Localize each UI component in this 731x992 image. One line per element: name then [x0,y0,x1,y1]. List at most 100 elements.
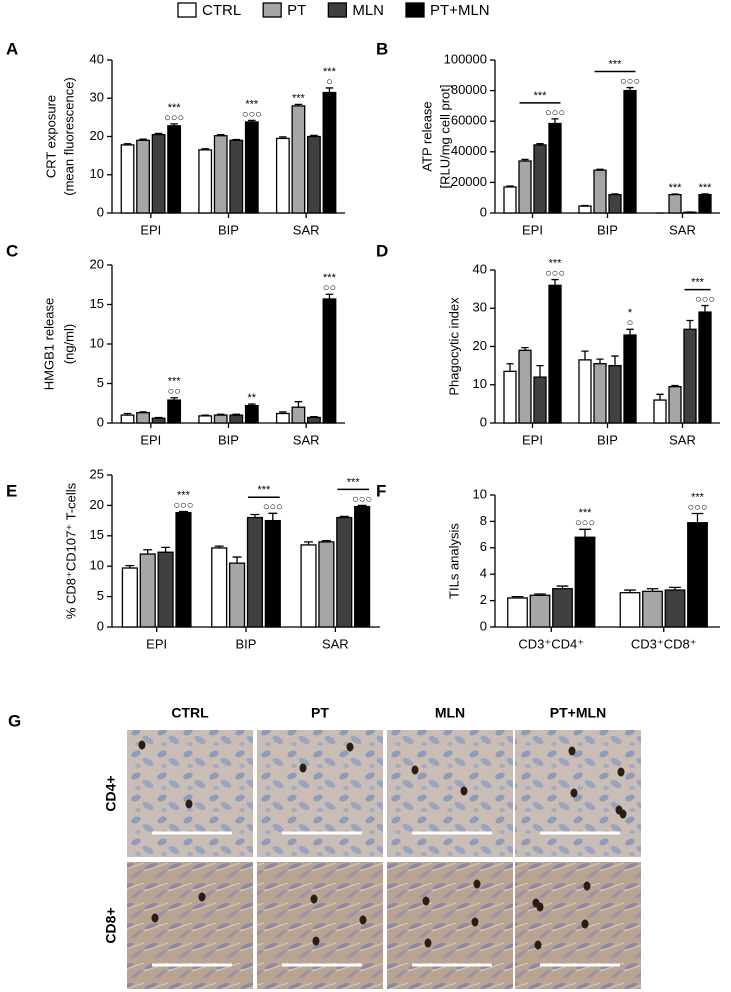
significance-label: ○○ [323,282,336,294]
stained-cell [422,896,430,906]
bar [548,122,562,214]
panel-letter: B [376,39,388,58]
stained-cell [473,879,481,889]
significance-label: *** [549,257,563,269]
significance-label: ○○○ [242,108,262,120]
micrograph [387,862,513,989]
bar [229,139,244,214]
stained-cell [310,894,318,904]
legend-swatch [327,2,347,18]
bar [228,562,246,628]
bar [211,547,228,628]
error-bar [581,350,589,360]
stained-cell [583,881,591,891]
significance-label: *** [323,66,337,78]
bar [683,328,697,424]
image-panel: G CTRL PT MLN PT+MLN CD4+ CD8+ [8,705,641,989]
row-header: CD4+ [103,775,119,811]
y-axis-label: ATP release [419,101,434,171]
bar [264,519,281,628]
error-bar [626,86,634,91]
x-tick-label: SAR [322,636,349,651]
significance-label: ○○○ [545,267,565,279]
significance-label: *** [691,491,705,503]
bar [529,594,551,628]
error-bar [626,328,634,336]
panel-letter: E [6,481,17,500]
bar [275,412,290,424]
y-axis-label: % CD8⁺CD107⁺ T-cells [63,482,78,619]
error-bar [268,512,278,521]
legend-swatch [177,2,197,18]
micrograph [257,862,383,989]
stained-cell [568,746,576,756]
x-tick-label: EPI [140,222,161,237]
bar [623,334,637,424]
stained-cell [581,919,589,929]
stained-cell [570,788,578,798]
bar [503,370,517,424]
y-tick-label: 15 [90,296,104,311]
bar [698,311,712,424]
error-bar [216,413,225,416]
y-tick-label: 8 [480,513,487,528]
panel-letter: D [376,241,388,260]
bar [578,205,592,214]
error-bar [232,413,241,416]
bar [213,135,228,214]
x-tick-label: CD3⁺CD8⁺ [631,636,697,651]
legend-label: MLN [352,2,384,19]
stained-cell [359,915,367,925]
y-axis-label: [RLU/mg cell prot] [437,84,452,188]
error-bar [170,397,178,401]
y-axis-label: HMGB1 release [41,298,56,390]
error-bar [139,138,147,141]
bar [229,414,244,424]
error-bar [310,134,318,137]
stained-cell [460,786,468,796]
y-tick-label: 20 [90,256,104,271]
bar [198,415,213,424]
error-bar [511,595,524,598]
significance-label: *** [699,182,713,194]
y-axis-label: Phagocytic index [446,297,461,396]
bar [578,359,592,424]
error-bar [671,384,679,387]
column-header: MLN [435,705,465,721]
error-bar [357,504,367,507]
bar [291,105,306,214]
significance-label: ○○○ [352,493,372,505]
x-tick-label: SAR [293,432,320,447]
error-bar [216,133,225,136]
micrograph [515,730,641,857]
y-tick-label: 100000 [444,51,487,66]
y-tick-label: 10 [90,166,104,181]
bar [300,544,317,628]
x-tick-label: SAR [669,222,696,237]
error-bar [279,136,287,139]
error-bar [123,143,132,145]
stained-cell [312,936,320,946]
y-tick-label: 15 [90,527,104,542]
legend-swatch [405,2,425,18]
bar [518,349,532,424]
bar [574,536,596,628]
y-axis-label: TILs analysis [446,523,461,599]
y-tick-label: 10 [90,335,104,350]
x-tick-label: EPI [522,432,543,447]
significance-label: *** [292,92,306,104]
column-header: PT [311,705,329,721]
error-bar [154,416,163,419]
error-bar [154,132,163,135]
y-tick-label: 20 [90,497,104,512]
bar [687,522,708,628]
bar [244,404,259,424]
significance-label: ○○○ [173,499,193,511]
y-tick-label: 80000 [451,82,487,97]
bar [322,91,337,214]
micrograph [515,862,641,989]
error-bar [536,143,544,145]
error-bar [248,119,256,122]
